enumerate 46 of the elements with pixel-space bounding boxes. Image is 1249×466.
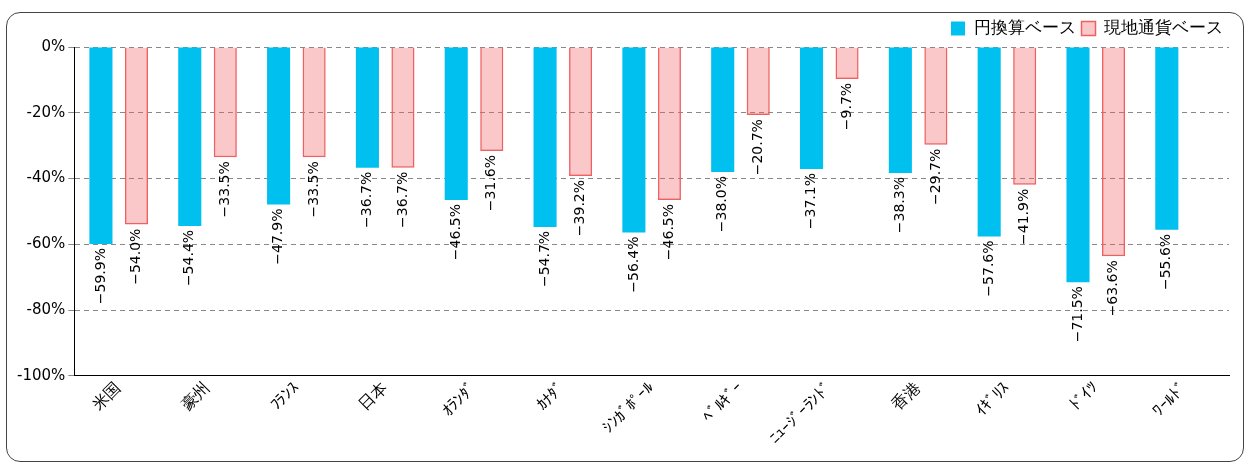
x-tick-label: ｲｷﾞﾘｽ — [970, 377, 1013, 420]
y-tick-label: 0% — [41, 36, 66, 55]
y-tick-label: -100% — [17, 365, 66, 384]
x-tick-label: ﾍﾞﾙｷﾞｰ — [698, 377, 747, 426]
data-label: −63.6% — [1104, 260, 1121, 317]
data-label: −31.6% — [482, 154, 499, 212]
data-label: −33.5% — [215, 161, 232, 218]
data-label: −38.0% — [713, 175, 730, 233]
y-tick-label: -60% — [26, 234, 66, 253]
x-tick-label: ｶﾅﾀﾞ — [532, 377, 569, 415]
data-label: −55.6% — [1157, 233, 1174, 291]
y-tick-label: -40% — [26, 168, 66, 187]
x-tick-label: ﾜｰﾙﾄﾞ — [1148, 377, 1191, 420]
x-tick-label: ｵﾗﾝﾀﾞ — [438, 377, 480, 420]
x-tick-label: 日本 — [354, 377, 391, 415]
x-tick-label: ﾄﾞｲﾂ — [1065, 377, 1102, 415]
data-label: −41.9% — [1015, 188, 1032, 246]
data-label: −56.4% — [624, 236, 641, 293]
x-tick-label: ﾌﾗﾝｽ — [266, 377, 303, 415]
data-label: −38.3% — [890, 176, 907, 234]
data-label: −36.7% — [358, 171, 375, 228]
y-tick-label: -80% — [26, 299, 66, 318]
data-label: −39.2% — [571, 179, 588, 237]
data-label: −37.1% — [802, 173, 819, 230]
legend-label: 円換算ベース — [973, 16, 1076, 37]
x-tick-label: ｼﾝｶﾞﾎﾟｰﾙ — [598, 377, 658, 437]
data-label: −9.7% — [837, 82, 854, 131]
data-label: −46.5% — [660, 203, 677, 261]
data-label: −47.9% — [269, 208, 286, 265]
data-label: −33.5% — [304, 161, 321, 218]
x-tick-label: 豪州 — [177, 377, 214, 415]
data-label: −57.6% — [979, 240, 996, 297]
data-label: −59.9% — [91, 247, 108, 305]
legend-label: 現地通貨ベース — [1104, 16, 1223, 37]
data-label: −54.0% — [127, 228, 144, 285]
x-tick-label: 米国 — [88, 377, 125, 415]
x-tick-label: ﾆｭｰｼﾞｰﾗﾝﾄﾞ — [765, 377, 836, 448]
y-tick-label: -20% — [26, 102, 66, 121]
data-label: −46.5% — [446, 203, 463, 261]
data-label: −29.7% — [926, 148, 943, 205]
data-label: −20.7% — [748, 119, 765, 176]
data-label: −36.7% — [393, 171, 410, 228]
data-label: −54.4% — [180, 229, 197, 287]
x-tick-label: 香港 — [887, 377, 924, 415]
data-label: −54.7% — [535, 230, 552, 288]
data-label: −71.5% — [1068, 286, 1085, 343]
